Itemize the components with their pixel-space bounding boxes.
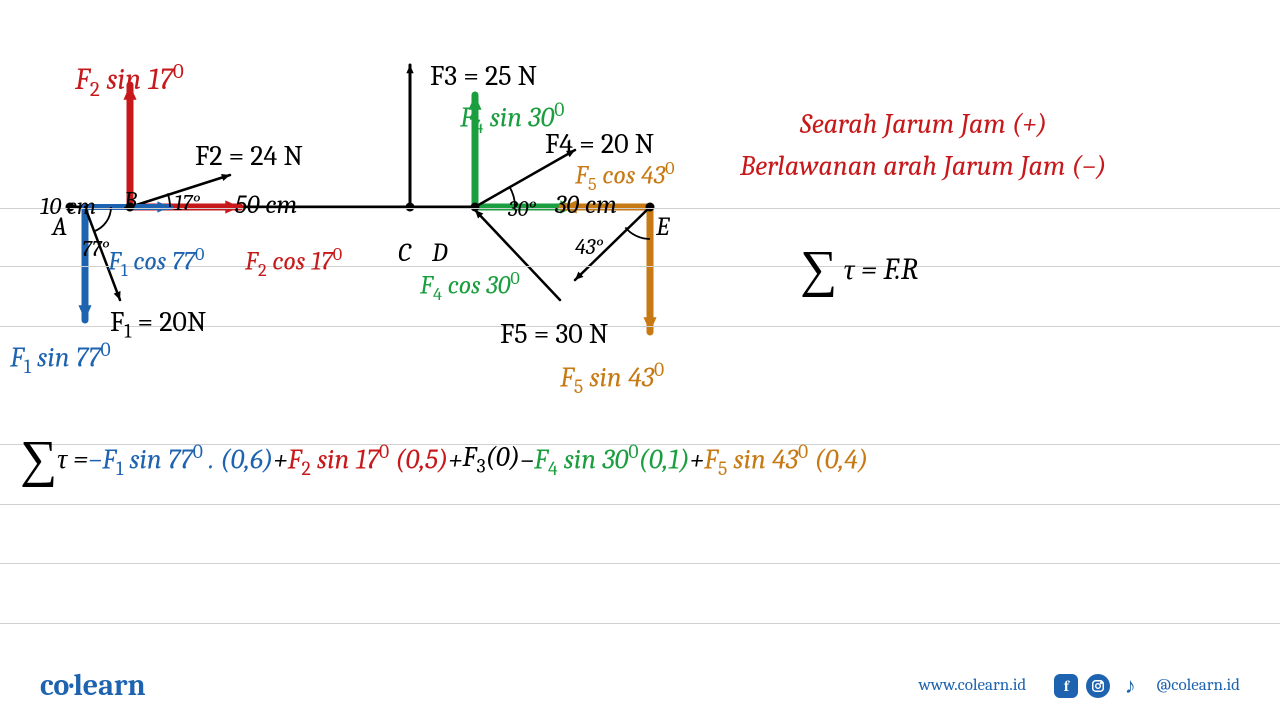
flabel-F2sin17: F2 sin 170: [75, 60, 184, 102]
flabel-F1eq: F1 = 20N: [110, 306, 206, 343]
tiktok-icon: ♪: [1118, 674, 1142, 698]
gridline: [0, 504, 1280, 505]
instagram-icon: [1086, 674, 1110, 698]
facebook-icon: f: [1054, 674, 1078, 698]
flabel-F4cos30: F4 cos 300: [420, 268, 520, 305]
point-B: B: [124, 186, 137, 214]
flabel-F2cos17: F2 cos 170: [245, 244, 342, 281]
angle-a77: 77°: [82, 236, 109, 262]
social-icons: f ♪ @colearn.id: [1054, 674, 1240, 698]
formula-tau-FR: ∑ τ = F.R: [800, 240, 918, 299]
angle-a17: 17°: [174, 190, 200, 216]
flabel-F4eq: F4 = 20 N: [545, 128, 654, 160]
gridline: [0, 623, 1280, 624]
flabel-F5sin43: F5 sin 430: [560, 358, 664, 398]
flabel-F3eq: F3 = 25 N: [430, 60, 537, 92]
dim-d10: 10 cm: [40, 192, 96, 220]
angle-a30: 30°: [508, 196, 536, 222]
website-url: www.colearn.id: [919, 676, 1027, 695]
point-E: E: [656, 212, 669, 242]
note-ccw: Berlawanan arah Jarum Jam (−): [740, 150, 1106, 182]
note-cw: Searah Jarum Jam (+): [800, 108, 1047, 140]
flabel-F1sin77: F1 sin 770: [10, 338, 111, 378]
point-C: C: [398, 238, 411, 268]
footer: co·learn www.colearn.id f ♪ @colearn.id: [0, 668, 1280, 703]
torque-equation: ∑ τ = −F1 sin 770 . (0,6) + F2 sin 170 (…: [20, 430, 868, 489]
flabel-F2eq: F2 = 24 N: [195, 140, 303, 172]
social-handle: @colearn.id: [1156, 676, 1240, 695]
flabel-F5eq: F5 = 30 N: [500, 318, 608, 350]
flabel-F5cos43: F5 cos 430: [575, 158, 675, 195]
brand-logo: co·learn: [40, 668, 146, 703]
flabel-F1cos77: F1 cos 770: [108, 244, 204, 281]
point-D: D: [432, 238, 448, 268]
gridline: [0, 563, 1280, 564]
angle-a43: 43°: [575, 234, 603, 260]
dim-d50: 50 cm: [235, 190, 297, 220]
